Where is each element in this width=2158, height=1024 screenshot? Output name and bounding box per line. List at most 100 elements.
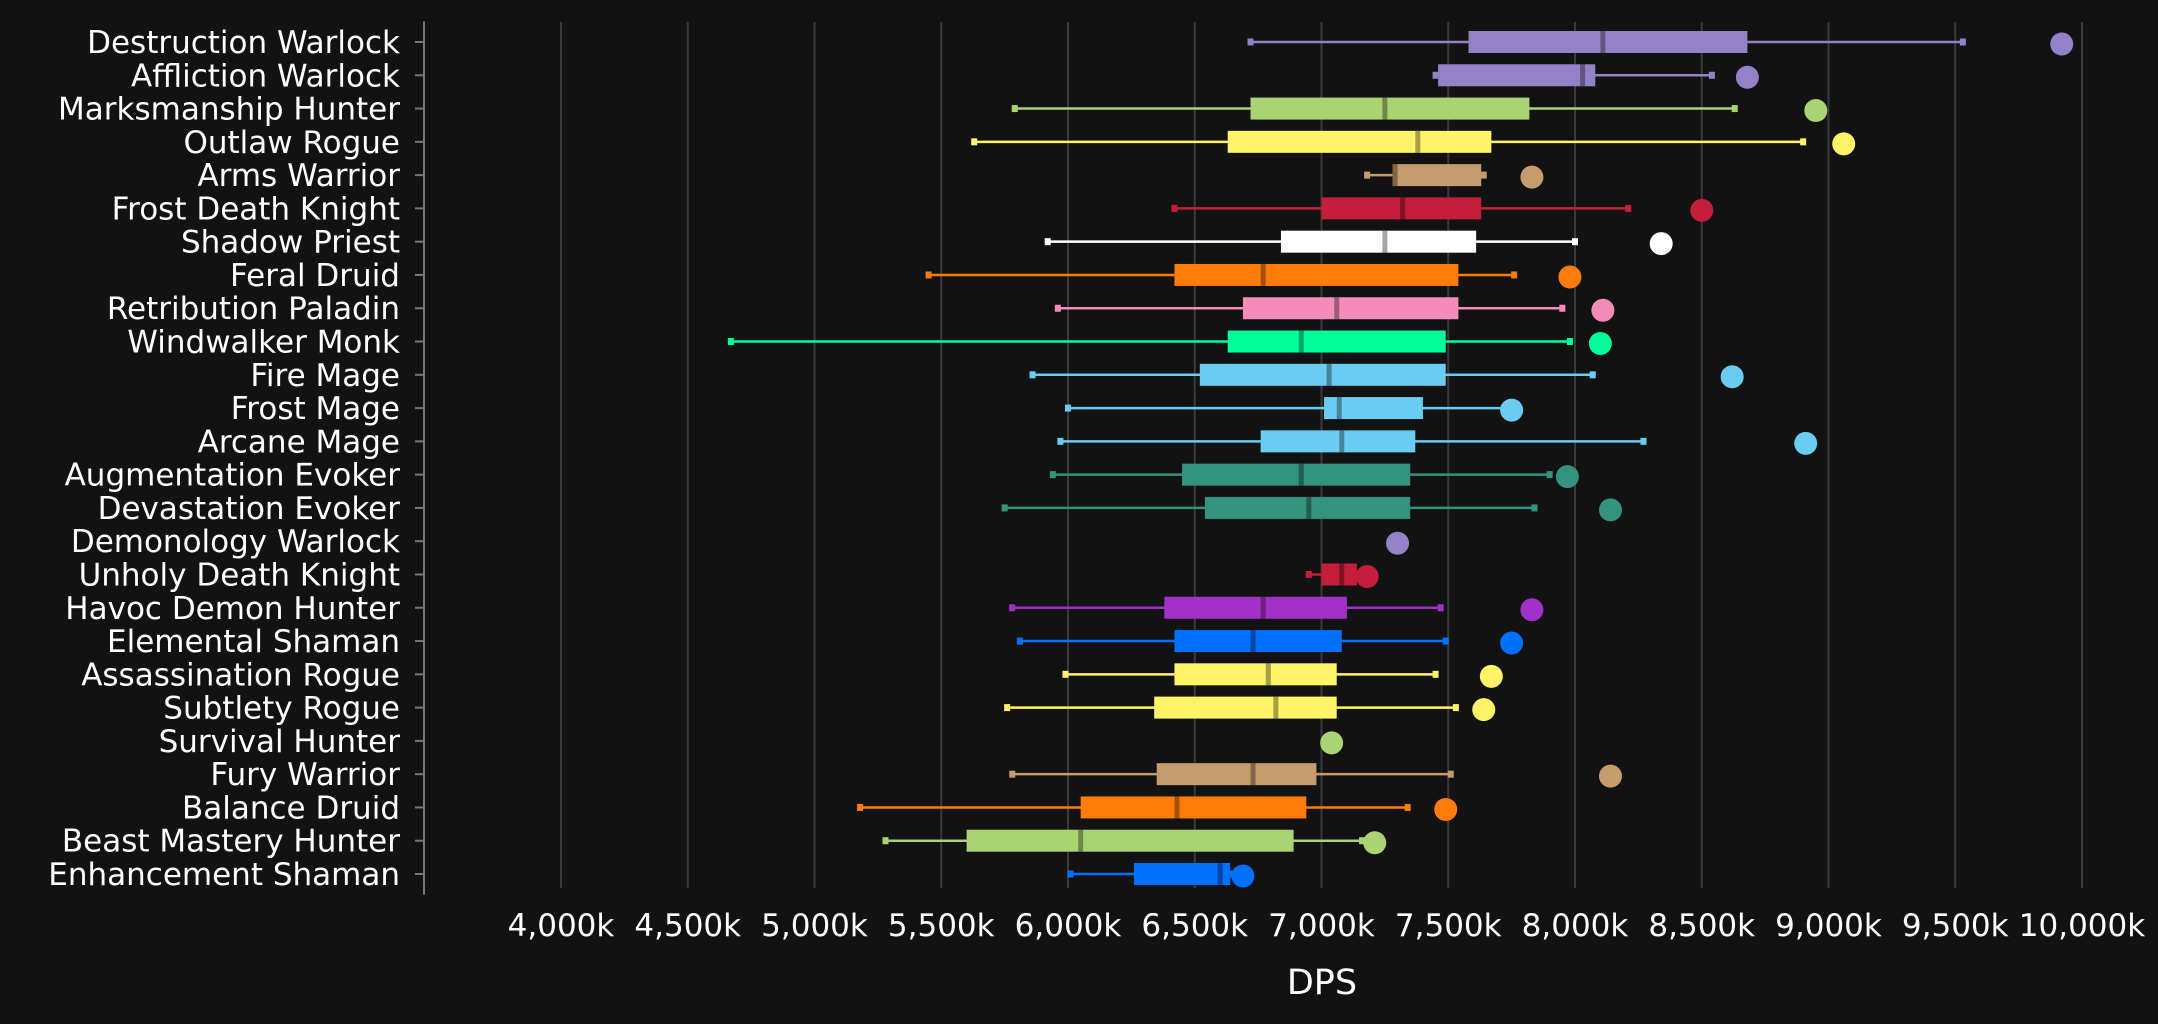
iqr-box xyxy=(1182,463,1411,486)
whisker-cap xyxy=(1708,71,1715,79)
max-point xyxy=(1690,198,1714,222)
category-label: Arms Warrior xyxy=(197,158,400,194)
x-axis-title: DPS xyxy=(1287,963,1357,1003)
whisker-cap xyxy=(1572,238,1578,246)
iqr-box xyxy=(966,829,1294,852)
iqr-box xyxy=(1321,197,1482,220)
max-point xyxy=(1472,698,1496,722)
median-mark xyxy=(1334,297,1340,320)
x-tick-label: 5,000k xyxy=(761,908,868,944)
whisker-cap xyxy=(1511,271,1518,279)
max-point xyxy=(1598,764,1622,788)
whisker-cap xyxy=(1364,171,1371,179)
median-mark xyxy=(1339,563,1345,586)
whisker-cap xyxy=(1171,204,1178,212)
iqr-box xyxy=(1174,630,1342,653)
category-label: Balance Druid xyxy=(182,790,400,826)
x-tick-label: 4,000k xyxy=(508,908,615,944)
whisker-cap xyxy=(1531,504,1538,512)
category-label: Frost Mage xyxy=(231,391,400,427)
box-row-affliction-warlock xyxy=(1432,64,1759,89)
whisker-cap xyxy=(1009,770,1016,778)
box-row-windwalker-monk xyxy=(727,330,1612,356)
box-row-unholy-death-knight xyxy=(1305,563,1379,588)
box-row-demonology-warlock xyxy=(1386,531,1410,555)
iqr-box xyxy=(1392,164,1482,187)
category-label: Enhancement Shaman xyxy=(48,857,400,893)
iqr-box xyxy=(1438,64,1596,87)
x-axis-ticks: 4,000k 4,500k 5,000k 5,500k 6,000k 6,500k 7,00… xyxy=(508,908,2146,944)
category-label: Retribution Paladin xyxy=(107,291,400,327)
x-tick-label: 4,500k xyxy=(634,908,741,944)
box-row-augmentation-evoker xyxy=(1049,463,1579,489)
box-row-destruction-warlock xyxy=(1247,31,2074,56)
max-point xyxy=(1588,332,1612,356)
iqr-box xyxy=(1227,130,1492,153)
whisker-cap xyxy=(1959,38,1966,46)
category-label: Feral Druid xyxy=(230,258,400,294)
iqr-box xyxy=(1324,397,1423,420)
x-tick-label: 8,500k xyxy=(1648,908,1755,944)
median-mark xyxy=(1392,164,1398,187)
box-row-arms-warrior xyxy=(1364,164,1544,189)
box-row-elemental-shaman xyxy=(1016,630,1524,655)
max-point xyxy=(1735,65,1759,89)
box-row-marksmanship-hunter xyxy=(1011,97,1828,123)
whisker-cap xyxy=(1359,837,1366,845)
whisker-cap xyxy=(1432,71,1439,79)
category-label: Elemental Shaman xyxy=(107,624,400,660)
iqr-box xyxy=(1260,430,1416,453)
category-label: Fury Warrior xyxy=(210,757,400,793)
x-tick-label: 6,000k xyxy=(1015,908,1122,944)
box-row-balance-druid xyxy=(857,796,1458,821)
x-tick-label: 10,000k xyxy=(2019,908,2145,944)
iqr-box xyxy=(1080,796,1307,819)
whisker-cap xyxy=(1452,704,1459,712)
box-row-subtlety-rogue xyxy=(1004,696,1496,722)
whisker-cap xyxy=(1065,404,1071,412)
whisker-cap xyxy=(1566,338,1573,346)
median-mark xyxy=(1382,97,1388,120)
y-axis xyxy=(415,21,425,895)
iqr-box xyxy=(1227,330,1446,353)
median-mark xyxy=(1217,863,1223,885)
whisker-cap xyxy=(971,138,978,146)
box-row-enhancement-shaman xyxy=(1067,863,1255,888)
category-label: Fire Mage xyxy=(250,358,400,394)
x-tick-label: 7,500k xyxy=(1395,908,1502,944)
median-mark xyxy=(1600,31,1606,53)
box-series xyxy=(727,31,2074,888)
box-row-feral-druid xyxy=(925,263,1582,289)
whisker-cap xyxy=(1057,437,1064,445)
median-mark xyxy=(1326,363,1332,386)
max-point xyxy=(2050,32,2074,56)
median-mark xyxy=(1250,763,1256,786)
box-row-frost-death-knight xyxy=(1171,197,1714,222)
category-label: Outlaw Rogue xyxy=(183,125,400,161)
whisker-cap xyxy=(727,338,734,346)
whisker-cap xyxy=(1001,504,1008,512)
max-point xyxy=(1500,631,1524,655)
median-mark xyxy=(1273,696,1279,719)
box-row-shadow-priest xyxy=(1044,230,1673,256)
whisker-cap xyxy=(1004,704,1011,712)
iqr-box xyxy=(1321,563,1357,586)
median-mark xyxy=(1580,64,1586,87)
max-point xyxy=(1720,365,1744,389)
whisker-cap xyxy=(1800,138,1807,146)
whisker-cap xyxy=(1062,670,1069,678)
whisker-cap xyxy=(1054,304,1061,312)
max-point xyxy=(1479,664,1503,688)
max-point xyxy=(1558,265,1582,289)
iqr-box xyxy=(1199,363,1446,386)
whisker-cap xyxy=(1437,604,1444,612)
max-point xyxy=(1231,864,1255,888)
box-row-fury-warrior xyxy=(1009,763,1622,788)
iqr-box xyxy=(1133,863,1231,885)
max-point xyxy=(1520,598,1544,622)
max-point xyxy=(1804,99,1828,123)
box-row-survival-hunter xyxy=(1320,731,1344,755)
box-row-assassination-rogue xyxy=(1062,663,1503,688)
whisker-cap xyxy=(1029,371,1036,379)
iqr-box xyxy=(1154,696,1337,719)
